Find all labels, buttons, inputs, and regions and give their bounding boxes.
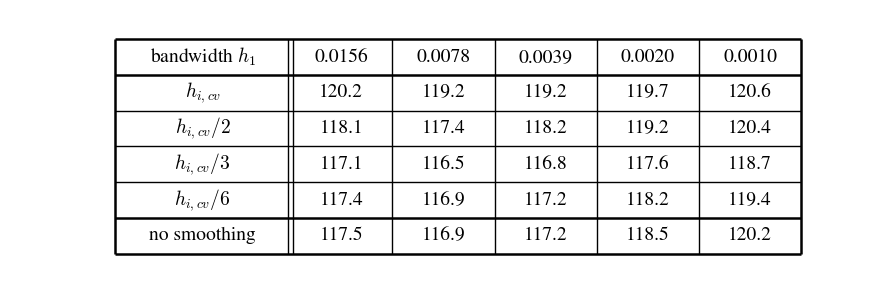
Text: 0.0078: 0.0078 xyxy=(417,48,470,66)
Text: 117.2: 117.2 xyxy=(524,191,568,209)
Text: 120.2: 120.2 xyxy=(728,227,772,244)
Text: 118.1: 118.1 xyxy=(319,120,363,137)
Text: 116.5: 116.5 xyxy=(422,156,465,173)
Text: 117.6: 117.6 xyxy=(626,156,670,173)
Text: 0.0020: 0.0020 xyxy=(620,48,675,66)
Text: 117.4: 117.4 xyxy=(422,120,465,137)
Text: $h_{i,cv}/6$: $h_{i,cv}/6$ xyxy=(174,187,231,213)
Text: 118.2: 118.2 xyxy=(626,191,670,209)
Text: 119.7: 119.7 xyxy=(626,84,670,102)
Text: 119.2: 119.2 xyxy=(626,120,670,137)
Text: 119.2: 119.2 xyxy=(422,84,465,102)
Text: no smoothing: no smoothing xyxy=(149,227,256,244)
Text: 0.0010: 0.0010 xyxy=(723,48,777,66)
Text: 116.9: 116.9 xyxy=(422,191,465,209)
Text: 120.6: 120.6 xyxy=(728,84,772,102)
Text: 0.0039: 0.0039 xyxy=(519,48,573,66)
Text: $h_{i,cv}$: $h_{i,cv}$ xyxy=(184,81,221,105)
Text: 118.2: 118.2 xyxy=(524,120,568,137)
Text: bandwidth $h_1$: bandwidth $h_1$ xyxy=(149,46,256,68)
Text: 118.7: 118.7 xyxy=(728,156,772,173)
Text: 116.9: 116.9 xyxy=(422,227,465,244)
Text: 0.0156: 0.0156 xyxy=(315,48,368,66)
Text: 116.8: 116.8 xyxy=(524,156,568,173)
Text: 120.2: 120.2 xyxy=(319,84,363,102)
Text: 117.5: 117.5 xyxy=(319,227,363,244)
Text: 117.2: 117.2 xyxy=(524,227,568,244)
Text: 118.5: 118.5 xyxy=(626,227,670,244)
Text: $h_{i,cv}/3$: $h_{i,cv}/3$ xyxy=(174,151,231,177)
Text: $h_{i,cv}/2$: $h_{i,cv}/2$ xyxy=(174,116,231,142)
Text: 117.1: 117.1 xyxy=(319,156,363,173)
Text: 119.2: 119.2 xyxy=(524,84,568,102)
Text: 117.4: 117.4 xyxy=(319,191,363,209)
Text: 120.4: 120.4 xyxy=(728,120,772,137)
Text: 119.4: 119.4 xyxy=(729,191,772,209)
